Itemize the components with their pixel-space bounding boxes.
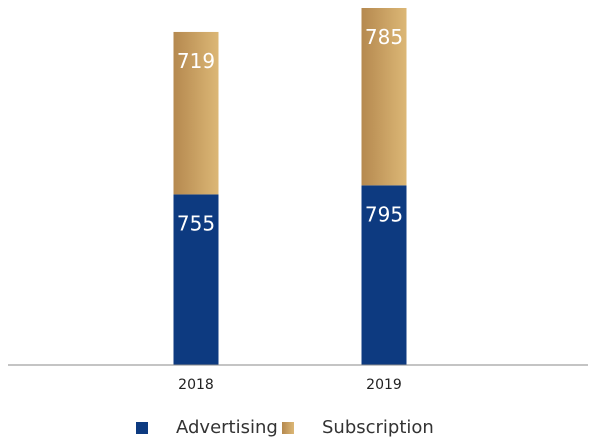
- data-label-advertising-2019: 795: [365, 202, 403, 226]
- bar-subscription-2018: [173, 31, 219, 195]
- data-label-subscription-2019: 785: [365, 25, 403, 49]
- legend-swatch-advertising: [136, 421, 148, 434]
- legend-swatch-subscription: [282, 421, 294, 434]
- data-label-subscription-2018: 719: [177, 49, 215, 73]
- bar-advertising-2019: [361, 185, 407, 365]
- bar-advertising-2018: [173, 194, 219, 365]
- legend-item-advertising: Advertising: [136, 417, 278, 438]
- legend-label-subscription: Subscription: [322, 417, 434, 438]
- legend: Advertising Subscription: [0, 415, 596, 441]
- bars-group: 755 719 795 785: [173, 8, 407, 365]
- x-tick-label-2019: 2019: [366, 377, 402, 393]
- x-tick-labels: 2018 2019: [178, 377, 402, 393]
- legend-item-subscription: Subscription: [282, 417, 434, 438]
- legend-label-advertising: Advertising: [176, 417, 278, 438]
- data-label-advertising-2018: 755: [177, 211, 215, 235]
- x-tick-label-2018: 2018: [178, 377, 214, 393]
- bar-subscription-2019: [361, 8, 407, 186]
